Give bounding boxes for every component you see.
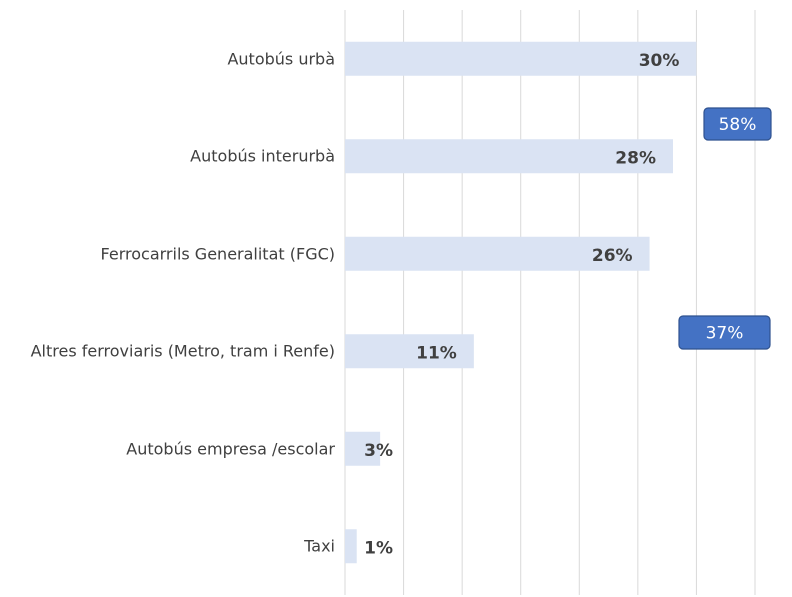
data-label: 30% [639, 51, 680, 71]
category-label: Altres ferroviaris (Metro, tram i Renfe) [30, 341, 335, 361]
data-label: 1% [364, 538, 393, 558]
data-label: 26% [592, 246, 633, 266]
category-label: Autobús empresa /escolar [126, 439, 335, 459]
bar [345, 139, 673, 174]
annotation-box [703, 107, 772, 141]
category-label: Autobús interurbà [190, 146, 335, 166]
bar [345, 236, 650, 271]
bar [345, 41, 697, 76]
data-label: 28% [615, 148, 656, 168]
data-label: 3% [364, 441, 393, 461]
annotation: 58% [719, 115, 757, 135]
category-label: Taxi [304, 536, 335, 556]
annotation-box [678, 315, 771, 350]
category-label: Autobús urbà [227, 49, 335, 69]
bar [345, 431, 381, 466]
data-label: 11% [416, 343, 457, 363]
category-label: Ferrocarrils Generalitat (FGC) [100, 244, 335, 264]
bar [345, 529, 357, 564]
bar [345, 334, 474, 369]
annotation: 37% [706, 324, 744, 344]
